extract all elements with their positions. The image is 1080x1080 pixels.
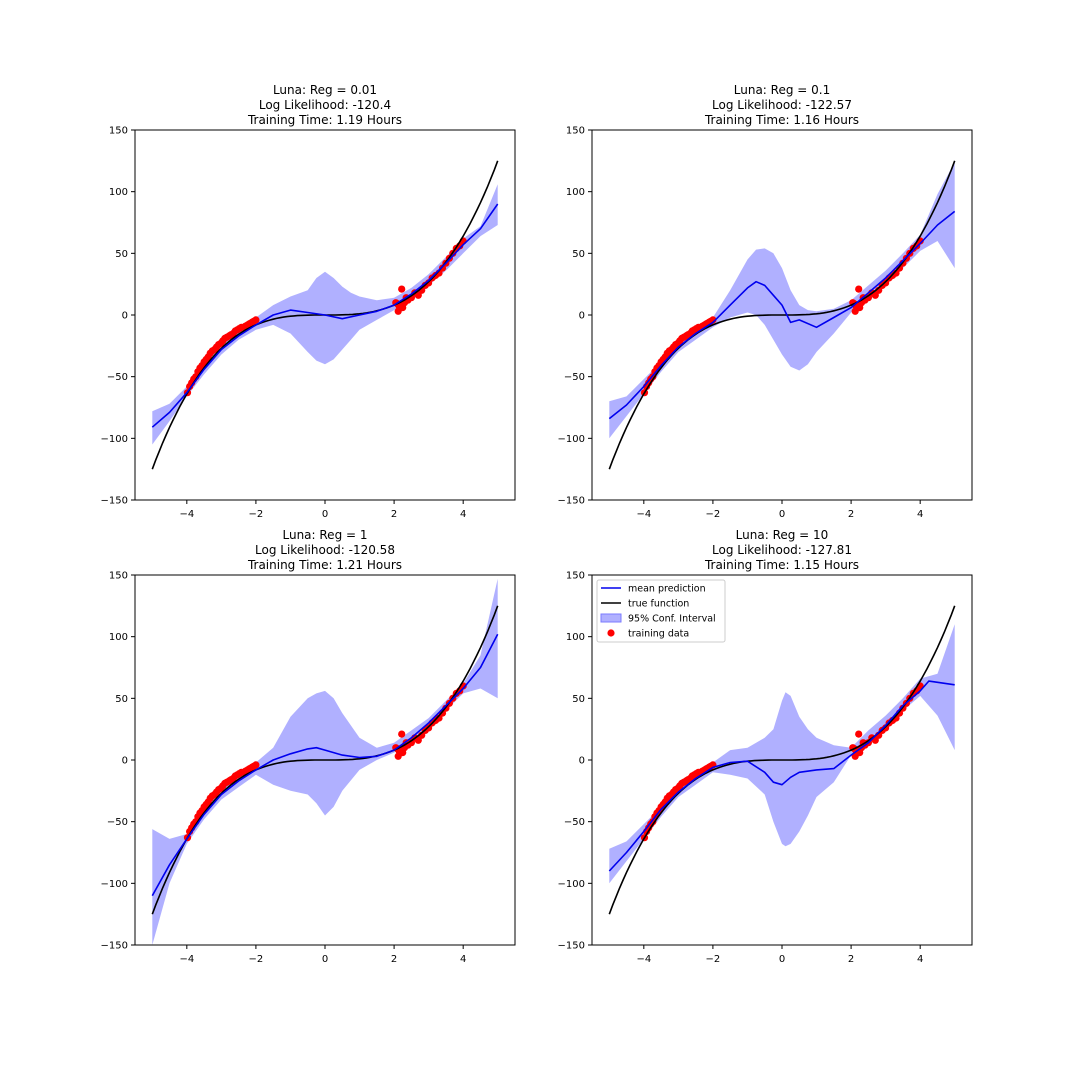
- legend-label: 95% Conf. Interval: [628, 614, 716, 625]
- y-tick-label: −50: [564, 817, 585, 828]
- training-point: [398, 730, 406, 738]
- subplot-title-line: Training Time: 1.21 Hours: [247, 558, 402, 572]
- legend-label: training data: [628, 629, 689, 640]
- legend-box: [596, 579, 726, 643]
- subplot-reg-10: −4 −2 0 2 4 −150 −100 −50 0 50 100 150 Luna: Reg = 1…: [558, 528, 973, 965]
- subplot-title-line: Training Time: 1.19 Hours: [247, 113, 402, 127]
- x-tick-label: −2: [249, 509, 264, 520]
- x-tick-label: 0: [779, 954, 785, 965]
- training-point: [851, 752, 859, 760]
- y-tick-label: −150: [101, 496, 128, 507]
- mean-prediction-line: [151, 203, 499, 428]
- x-tick-label: 0: [779, 509, 785, 520]
- confidence-band: [152, 578, 498, 945]
- x-tick-label: 0: [322, 954, 328, 965]
- x-tick-label: −4: [636, 509, 651, 520]
- x-tick-label: −4: [179, 509, 194, 520]
- training-point: [252, 761, 260, 769]
- x-tick-label: 0: [322, 509, 328, 520]
- y-tick-label: 100: [109, 187, 128, 198]
- y-tick-label: 0: [579, 756, 585, 767]
- training-point: [252, 316, 260, 324]
- training-point: [855, 730, 863, 738]
- mean-prediction-line: [608, 210, 956, 420]
- plot-area: [608, 605, 956, 915]
- training-point: [394, 307, 402, 315]
- mean-prediction-line: [151, 633, 499, 897]
- y-tick-label: 150: [109, 571, 128, 582]
- x-tick-label: 2: [848, 954, 854, 965]
- y-tick-label: 0: [579, 311, 585, 322]
- y-tick-label: 50: [115, 249, 128, 260]
- legend: mean prediction true function 95% Conf. In…: [596, 579, 726, 643]
- y-tick-label: −150: [101, 941, 128, 952]
- y-tick-label: 100: [566, 187, 585, 198]
- confidence-band: [609, 162, 955, 439]
- y-tick-label: −100: [101, 434, 128, 445]
- x-tick-label: −2: [706, 509, 721, 520]
- y-tick-label: 100: [566, 632, 585, 643]
- subplot-title-line: Log Likelihood: -127.81: [712, 543, 852, 557]
- y-tick-label: 50: [572, 249, 585, 260]
- x-tick-label: −4: [179, 954, 194, 965]
- y-tick-label: −100: [101, 879, 128, 890]
- legend-swatch-points: [607, 629, 615, 637]
- training-point: [398, 285, 406, 293]
- y-tick-label: 150: [566, 126, 585, 137]
- legend-label: true function: [628, 599, 689, 610]
- y-tick-label: −150: [558, 496, 585, 507]
- x-tick-label: 2: [848, 509, 854, 520]
- training-point: [435, 714, 443, 722]
- plot-area: [151, 160, 499, 470]
- true-function-line: [608, 605, 956, 915]
- training-point: [892, 269, 900, 277]
- y-tick-label: −100: [558, 879, 585, 890]
- mean-prediction-line: [608, 680, 955, 872]
- y-tick-label: 150: [566, 571, 585, 582]
- x-tick-label: −2: [249, 954, 264, 965]
- subplot-title-line: Training Time: 1.16 Hours: [704, 113, 859, 127]
- subplot-title-line: Luna: Reg = 10: [736, 528, 829, 542]
- y-tick-label: −50: [564, 372, 585, 383]
- x-tick-label: 2: [391, 509, 397, 520]
- x-tick-label: 4: [917, 509, 923, 520]
- y-tick-label: 50: [115, 694, 128, 705]
- legend-label: mean prediction: [628, 584, 706, 595]
- true-function-line: [608, 160, 956, 470]
- subplot-title-line: Luna: Reg = 0.01: [273, 83, 377, 97]
- x-tick-label: 4: [460, 954, 466, 965]
- x-tick-label: 4: [460, 509, 466, 520]
- subplot-title-line: Luna: Reg = 0.1: [734, 83, 830, 97]
- subplot-reg-0.01: −4 −2 0 2 4 −150 −100 −50 0 50 100 150 Luna: Reg = 0…: [101, 83, 516, 520]
- y-tick-label: −50: [107, 817, 128, 828]
- subplot-title-line: Log Likelihood: -120.58: [255, 543, 395, 557]
- y-tick-label: 0: [122, 756, 128, 767]
- subplot-title-line: Log Likelihood: -122.57: [712, 98, 852, 112]
- plot-area: [151, 578, 499, 945]
- subplot-title-line: Luna: Reg = 1: [282, 528, 367, 542]
- x-tick-label: 4: [917, 954, 923, 965]
- subplot-title-line: Training Time: 1.15 Hours: [704, 558, 859, 572]
- y-tick-label: 0: [122, 311, 128, 322]
- y-tick-label: −150: [558, 941, 585, 952]
- subplot-reg-1: −4 −2 0 2 4 −150 −100 −50 0 50 100 150 Luna: Reg = 1…: [101, 528, 516, 965]
- subplot-reg-0.1: −4 −2 0 2 4 −150 −100 −50 0 50 100 150 Luna: Reg = 0…: [558, 83, 973, 520]
- y-tick-label: 150: [109, 126, 128, 137]
- training-point: [851, 307, 859, 315]
- legend-swatch-band: [600, 613, 622, 623]
- confidence-band: [609, 624, 955, 884]
- y-tick-label: −100: [558, 434, 585, 445]
- training-point: [855, 285, 863, 293]
- y-tick-label: −50: [107, 372, 128, 383]
- x-tick-label: −2: [706, 954, 721, 965]
- x-tick-label: −4: [636, 954, 651, 965]
- y-tick-label: 50: [572, 694, 585, 705]
- plot-area: [608, 160, 956, 470]
- subplot-title-line: Log Likelihood: -120.4: [259, 98, 391, 112]
- training-point: [394, 752, 402, 760]
- true-function-line: [151, 605, 499, 915]
- x-tick-label: 2: [391, 954, 397, 965]
- y-tick-label: 100: [109, 632, 128, 643]
